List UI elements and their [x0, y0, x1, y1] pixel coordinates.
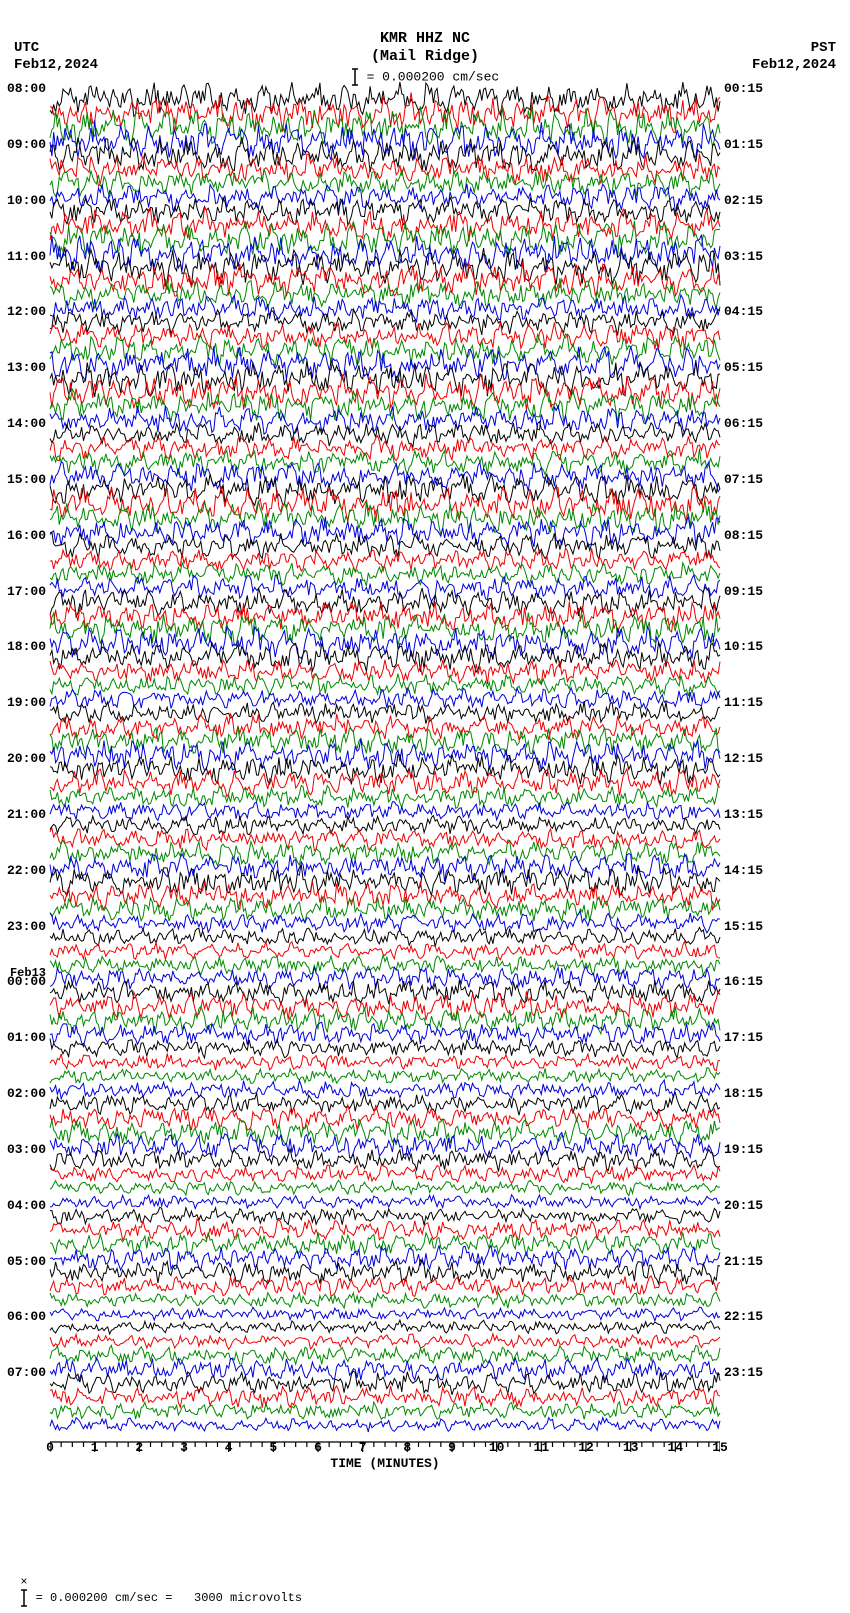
x-tick-label: 6 [314, 1440, 322, 1455]
footer-prefix: × [20, 1575, 27, 1589]
utc-time-label: 13:00 [2, 361, 46, 374]
utc-time-label: 19:00 [2, 696, 46, 709]
utc-time-label: 02:00 [2, 1087, 46, 1100]
x-tick-label: 13 [623, 1440, 639, 1455]
station-code: KMR HHZ NC [0, 30, 850, 48]
pst-time-label: 20:15 [724, 1199, 763, 1212]
pst-time-label: 13:15 [724, 808, 763, 821]
x-tick-label: 4 [225, 1440, 233, 1455]
x-tick-label: 9 [448, 1440, 456, 1455]
pst-time-label: 12:15 [724, 752, 763, 765]
utc-time-label: 14:00 [2, 417, 46, 430]
pst-time-label: 22:15 [724, 1310, 763, 1323]
pst-time-label: 18:15 [724, 1087, 763, 1100]
utc-time-label: 23:00 [2, 920, 46, 933]
pst-time-label: 07:15 [724, 473, 763, 486]
pst-time-label: 15:15 [724, 920, 763, 933]
footer-note: × = 0.000200 cm/sec = 3000 microvolts [6, 1561, 302, 1607]
utc-time-label: 07:00 [2, 1366, 46, 1379]
utc-time-label: 03:00 [2, 1143, 46, 1156]
scale-note: = 0.000200 cm/sec [0, 68, 850, 86]
utc-time-label: 09:00 [2, 138, 46, 151]
utc-time-label: 08:00 [2, 82, 46, 95]
scale-note-text: = 0.000200 cm/sec [359, 69, 499, 84]
x-tick-label: 5 [269, 1440, 277, 1455]
x-axis-label: TIME (MINUTES) [50, 1456, 720, 1471]
pst-time-label: 10:15 [724, 640, 763, 653]
pst-time-label: 14:15 [724, 864, 763, 877]
x-tick-label: 7 [359, 1440, 367, 1455]
pst-time-label: 04:15 [724, 305, 763, 318]
pst-time-label: 00:15 [724, 82, 763, 95]
pst-time-label: 21:15 [724, 1255, 763, 1268]
x-tick-label: 11 [534, 1440, 550, 1455]
pst-time-label: 08:15 [724, 529, 763, 542]
utc-time-label: 00:00 [2, 975, 46, 988]
x-tick-label: 8 [403, 1440, 411, 1455]
utc-time-label: 04:00 [2, 1199, 46, 1212]
utc-time-label: 11:00 [2, 250, 46, 263]
pst-time-label: 09:15 [724, 585, 763, 598]
pst-time-label: 06:15 [724, 417, 763, 430]
x-tick-label: 0 [46, 1440, 54, 1455]
utc-time-label: 16:00 [2, 529, 46, 542]
utc-time-label: 18:00 [2, 640, 46, 653]
utc-time-label: 22:00 [2, 864, 46, 877]
station-location: (Mail Ridge) [0, 48, 850, 66]
scale-bar-icon [351, 68, 359, 86]
footer-text: = 0.000200 cm/sec = 3000 microvolts [28, 1591, 302, 1605]
utc-time-label: 21:00 [2, 808, 46, 821]
utc-time-label: 06:00 [2, 1310, 46, 1323]
pst-time-label: 23:15 [724, 1366, 763, 1379]
x-axis: TIME (MINUTES) 0123456789101112131415 [50, 1430, 720, 1480]
utc-time-label: 01:00 [2, 1031, 46, 1044]
pst-time-label: 11:15 [724, 696, 763, 709]
utc-time-label: 10:00 [2, 194, 46, 207]
pst-time-label: 16:15 [724, 975, 763, 988]
utc-time-label: 20:00 [2, 752, 46, 765]
pst-time-label: 01:15 [724, 138, 763, 151]
x-tick-label: 15 [712, 1440, 728, 1455]
pst-time-label: 03:15 [724, 250, 763, 263]
pst-time-label: 05:15 [724, 361, 763, 374]
seismogram-plot [50, 88, 720, 1428]
pst-time-label: 17:15 [724, 1031, 763, 1044]
chart-header: KMR HHZ NC (Mail Ridge) = 0.000200 cm/se… [0, 30, 850, 86]
utc-time-label: 12:00 [2, 305, 46, 318]
x-tick-label: 10 [489, 1440, 505, 1455]
utc-time-label: 15:00 [2, 473, 46, 486]
utc-time-label: 17:00 [2, 585, 46, 598]
x-tick-label: 3 [180, 1440, 188, 1455]
pst-time-label: 02:15 [724, 194, 763, 207]
x-tick-label: 14 [668, 1440, 684, 1455]
utc-time-label: 05:00 [2, 1255, 46, 1268]
pst-time-label: 19:15 [724, 1143, 763, 1156]
x-tick-label: 2 [135, 1440, 143, 1455]
x-tick-label: 1 [91, 1440, 99, 1455]
x-tick-label: 12 [578, 1440, 594, 1455]
